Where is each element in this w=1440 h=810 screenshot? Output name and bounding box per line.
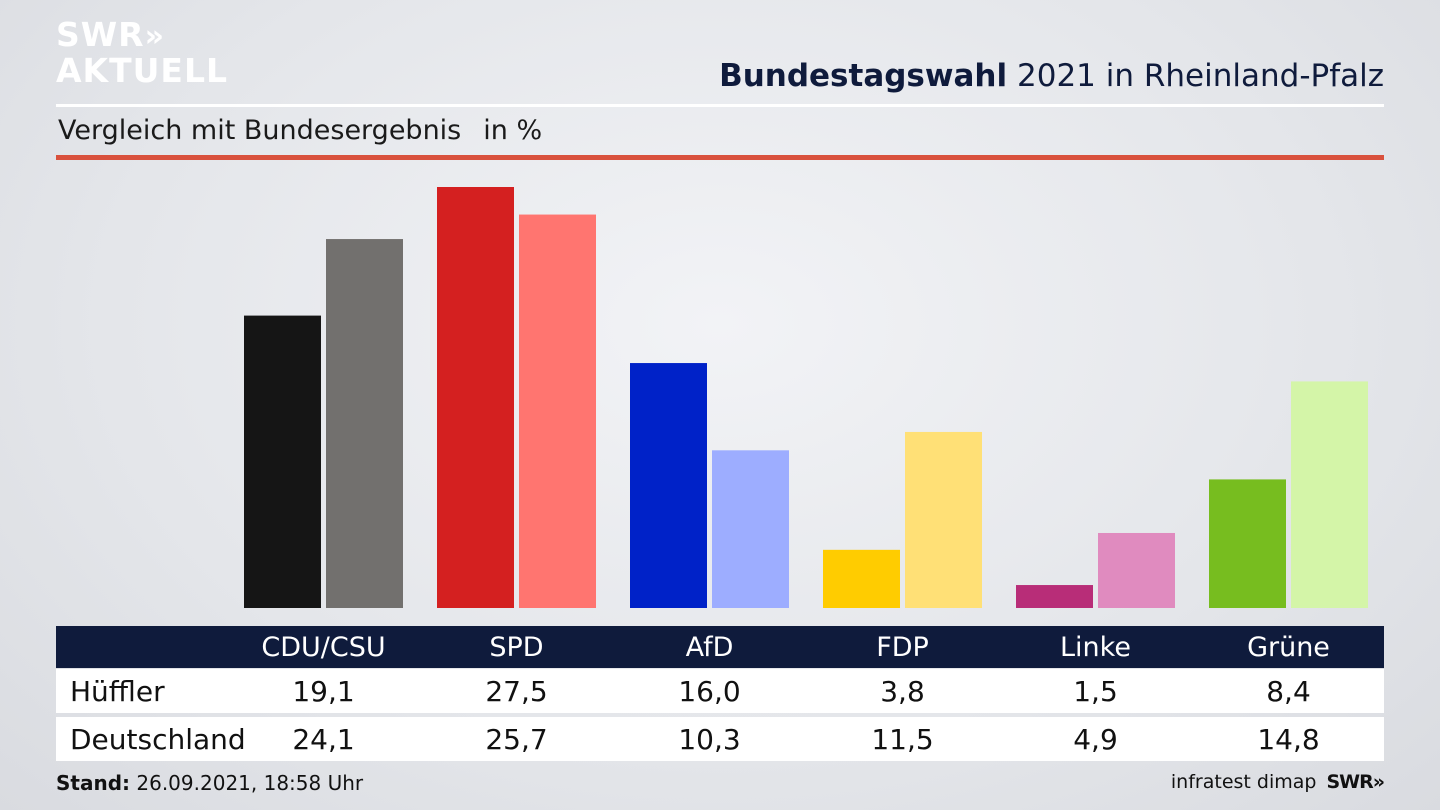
bar-grne-hueffler — [1209, 479, 1286, 608]
logo-swr: SWR — [56, 15, 145, 54]
category-label: CDU/CSU — [261, 631, 386, 663]
chart-subtitle: Vergleich mit Bundesergebnis in % — [58, 115, 542, 146]
row-label: Hüffler — [70, 674, 165, 708]
value-cell: 19,1 — [292, 674, 355, 708]
stand-label: Stand: — [56, 771, 131, 795]
source-credit: infratest dimap SWR» — [1170, 771, 1385, 793]
table-row-hueffler: Hüffler 19,1 27,5 16,0 3,8 1,5 8,4 — [56, 669, 1384, 713]
value-cell: 11,5 — [871, 722, 934, 756]
swr-aktuell-logo: SWR» AKTUELL — [56, 18, 228, 88]
table-row-deutschland: Deutschland 24,1 25,7 10,3 11,5 4,9 14,8 — [56, 717, 1384, 761]
value-cell: 4,9 — [1073, 722, 1118, 756]
value-cell: 14,8 — [1257, 722, 1320, 756]
stand-value: 26.09.2021, 18:58 Uhr — [136, 771, 364, 795]
row-label: Deutschland — [70, 722, 246, 756]
subtitle-unit: in % — [483, 115, 543, 146]
value-cell: 27,5 — [485, 674, 548, 708]
category-label: Grüne — [1247, 631, 1330, 663]
value-cell: 16,0 — [678, 674, 741, 708]
value-cell: 25,7 — [485, 722, 548, 756]
timestamp: Stand: 26.09.2021, 18:58 Uhr — [56, 771, 363, 795]
table-header: CDU/CSU SPD AfD FDP Linke Grüne — [56, 626, 1384, 668]
header-divider — [56, 104, 1384, 107]
source-name: infratest dimap — [1170, 771, 1317, 793]
bar-spd-hueffler — [437, 187, 514, 608]
value-cell: 3,8 — [880, 674, 925, 708]
bar-cducsu-hueffler — [244, 315, 321, 608]
category-label: AfD — [685, 631, 734, 663]
swr-brand: SWR» — [1326, 771, 1385, 793]
bar-afd-deutschland — [712, 450, 789, 608]
value-cell: 24,1 — [292, 722, 355, 756]
page-title: Bundestagswahl 2021 in Rheinland-Pfalz — [719, 58, 1384, 94]
title-bold: Bundestagswahl — [719, 58, 1008, 94]
category-label: FDP — [876, 631, 929, 663]
category-label: SPD — [489, 631, 544, 663]
bar-linke-hueffler — [1016, 585, 1093, 608]
value-cell: 1,5 — [1073, 674, 1118, 708]
category-label: Linke — [1060, 631, 1131, 663]
subtitle-divider — [56, 155, 1384, 160]
bar-afd-hueffler — [630, 363, 707, 608]
value-cell: 8,4 — [1266, 674, 1311, 708]
bar-fdp-hueffler — [823, 549, 900, 608]
bar-cducsu-deutschland — [326, 239, 403, 608]
logo-aktuell: AKTUELL — [56, 51, 229, 90]
title-rest: 2021 in Rheinland-Pfalz — [1017, 58, 1384, 94]
subtitle-text: Vergleich mit Bundesergebnis — [58, 115, 462, 146]
value-cell: 10,3 — [678, 722, 741, 756]
bar-grne-deutschland — [1291, 381, 1368, 608]
bar-spd-deutschland — [519, 214, 596, 608]
bar-fdp-deutschland — [905, 431, 982, 608]
bar-linke-deutschland — [1098, 532, 1175, 608]
